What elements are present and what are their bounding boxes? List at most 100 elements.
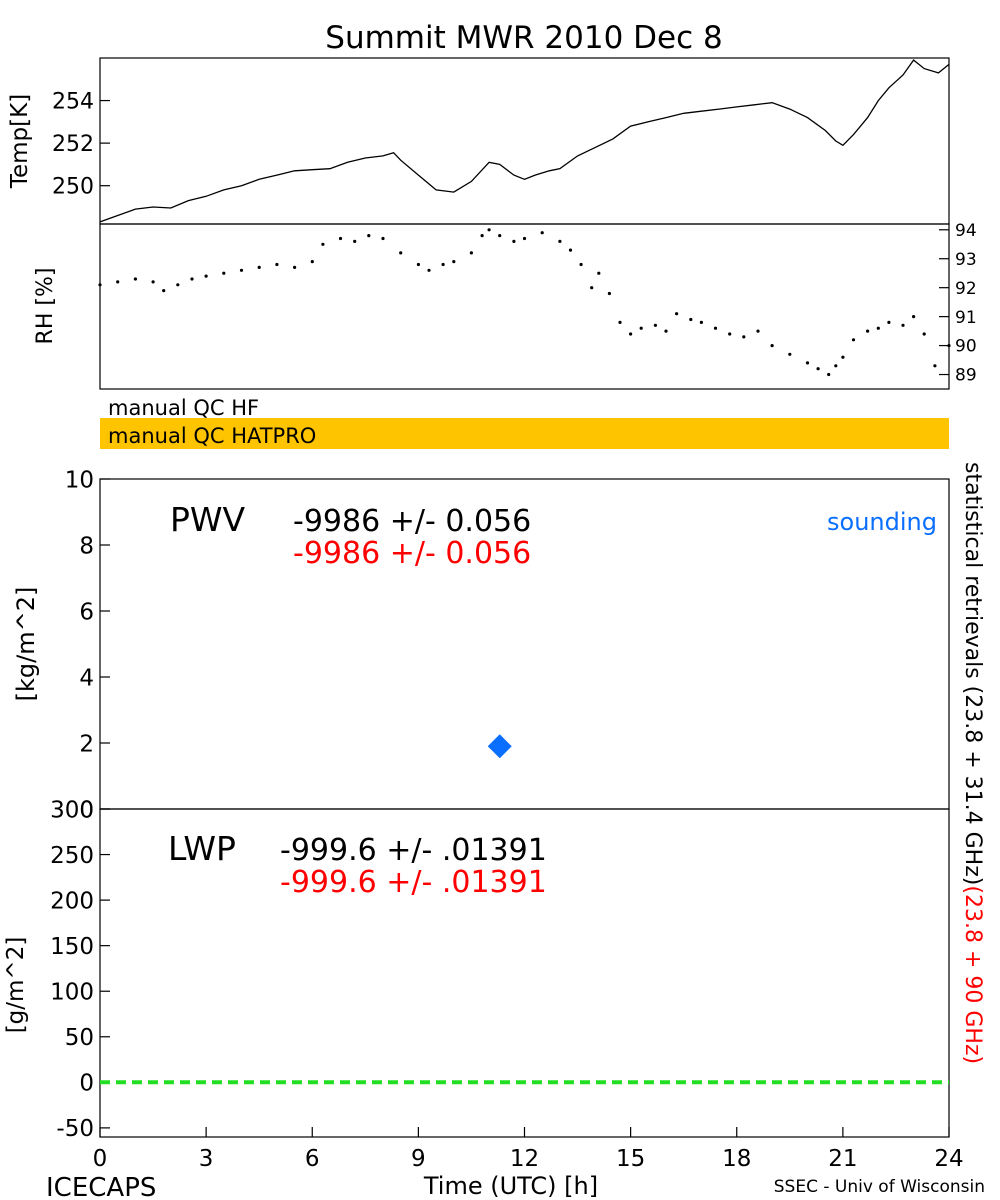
rh-point [381, 236, 385, 241]
sounding-legend: sounding [827, 508, 937, 536]
qc-hf-label: manual QC HF [108, 396, 259, 420]
x-tick-label: 3 [199, 1146, 214, 1172]
rh-point [498, 234, 502, 238]
pwv-y-tick-label: 6 [79, 599, 94, 625]
rh-point [310, 260, 314, 264]
rh-point [639, 326, 643, 330]
rh-y-tick-label: 93 [955, 250, 977, 270]
rh-point [558, 239, 562, 243]
rh-point [607, 291, 612, 296]
rh-point [176, 283, 180, 287]
rh-point [933, 364, 937, 368]
pwv-y-tick-label: 10 [65, 467, 94, 493]
rh-point [338, 236, 343, 241]
pwv-stat-red: -9986 +/- 0.056 [293, 536, 531, 571]
lwp-label: LWP [168, 829, 236, 868]
rh-y-ticks: 89 90 91 92 93 94 [939, 221, 977, 386]
lwp-stat-red: -999.6 +/- .01391 [280, 865, 547, 900]
rh-point [151, 280, 155, 284]
rh-point [452, 260, 456, 264]
temperature-y-tick-label: 250 [52, 175, 94, 200]
x-tick-label: 24 [934, 1146, 963, 1172]
rh-point [618, 320, 622, 324]
rh-point [275, 262, 279, 267]
rh-point [901, 323, 905, 327]
rh-point [204, 274, 208, 278]
pwv-sounding-points [487, 734, 512, 759]
right-axis-text-red: (23.8 + 90 GHz) [960, 885, 985, 1064]
rh-point [675, 312, 679, 316]
footer-left-label: ICECAPS [46, 1173, 156, 1200]
lwp-y-axis-label: [g/m^2] [3, 937, 29, 1034]
right-axis-text: statistical retrievals (23.8 + 31.4 GHz)… [960, 462, 985, 1064]
right-axis-text-black: statistical retrievals (23.8 + 31.4 GHz) [960, 462, 985, 885]
pwv-y-tick-label: 4 [79, 665, 94, 691]
rh-y-tick-label: 91 [955, 308, 977, 328]
chart-title: Summit MWR 2010 Dec 8 [325, 20, 722, 56]
x-tick-label: 21 [828, 1146, 857, 1172]
pwv-stat-black: -9986 +/- 0.056 [293, 504, 531, 539]
rh-point [827, 372, 831, 377]
rh-point [416, 262, 420, 267]
pwv-panel: 0 2 4 6 8 10 PWV -9986 +/- 0.056 -9986 +/- 0.… [12, 467, 950, 823]
pwv-label: PWV [170, 500, 246, 539]
rh-point [788, 352, 792, 356]
rh-point [239, 268, 244, 272]
rh-point [293, 265, 297, 269]
rh-point [887, 320, 891, 324]
rh-point [590, 286, 594, 290]
rh-y-tick-label: 90 [955, 337, 977, 357]
pwv-y-tick-label: 0 [79, 797, 94, 823]
rh-point [540, 231, 544, 235]
rh-point [98, 283, 102, 287]
rh-point [480, 234, 484, 238]
footer-right-label: SSEC - Univ of Wisconsin [774, 1177, 985, 1197]
rh-y-axis-label: RH [%] [33, 268, 58, 345]
pwv-y-tick-label: 8 [79, 533, 94, 559]
rh-point [512, 239, 516, 243]
pwv-y-axis-label: [kg/m^2] [12, 587, 40, 702]
rh-point [805, 361, 810, 365]
rh-point [866, 329, 870, 333]
rh-point [427, 268, 431, 272]
rh-point [367, 234, 371, 238]
rh-point [947, 344, 951, 348]
rh-point [116, 280, 120, 284]
temperature-plot-frame [99, 57, 950, 225]
qc-hatpro-flag-bar [100, 418, 949, 449]
x-axis-label: Time (UTC) [h] [423, 1172, 598, 1200]
x-tick-label: 18 [722, 1146, 751, 1172]
rh-point [190, 277, 194, 281]
lwp-stat-black: -999.6 +/- .01391 [280, 833, 547, 868]
pwv-y-tick-label: 2 [79, 731, 94, 757]
rh-plot-frame [99, 223, 950, 390]
rh-point [653, 323, 658, 327]
rh-point [133, 277, 137, 281]
lwp-y-tick-label: 200 [50, 888, 94, 914]
temperature-y-tick-label: 252 [52, 132, 94, 157]
rh-point [522, 236, 527, 241]
rh-point [469, 251, 473, 255]
rh-point [756, 329, 760, 333]
rh-point [353, 239, 357, 243]
rh-point [664, 329, 668, 333]
relative-humidity-panel: 89 90 91 92 93 94 RH [%] [33, 221, 977, 390]
temperature-y-tick-label: 254 [52, 89, 94, 114]
x-tick-label: 6 [305, 1146, 320, 1172]
x-axis-ticks: 0 3 6 9 12 15 18 21 24 [93, 1127, 964, 1172]
rh-y-tick-label: 94 [955, 221, 977, 241]
rh-series-points [98, 228, 951, 377]
rh-point [742, 335, 746, 339]
rh-point [912, 315, 916, 319]
rh-point [597, 271, 601, 275]
lwp-y-tick-label: -50 [56, 1116, 94, 1142]
lwp-y-ticks: -50 0 50 100 150 200 250 300 [50, 797, 110, 1142]
x-tick-label: 15 [616, 1146, 645, 1172]
qc-flags-panel: manual QC HF manual QC HATPRO [100, 396, 949, 449]
temperature-series-line [99, 59, 950, 223]
lwp-y-tick-label: 250 [50, 843, 94, 869]
rh-point [441, 262, 445, 267]
rh-y-tick-label: 92 [955, 279, 977, 299]
